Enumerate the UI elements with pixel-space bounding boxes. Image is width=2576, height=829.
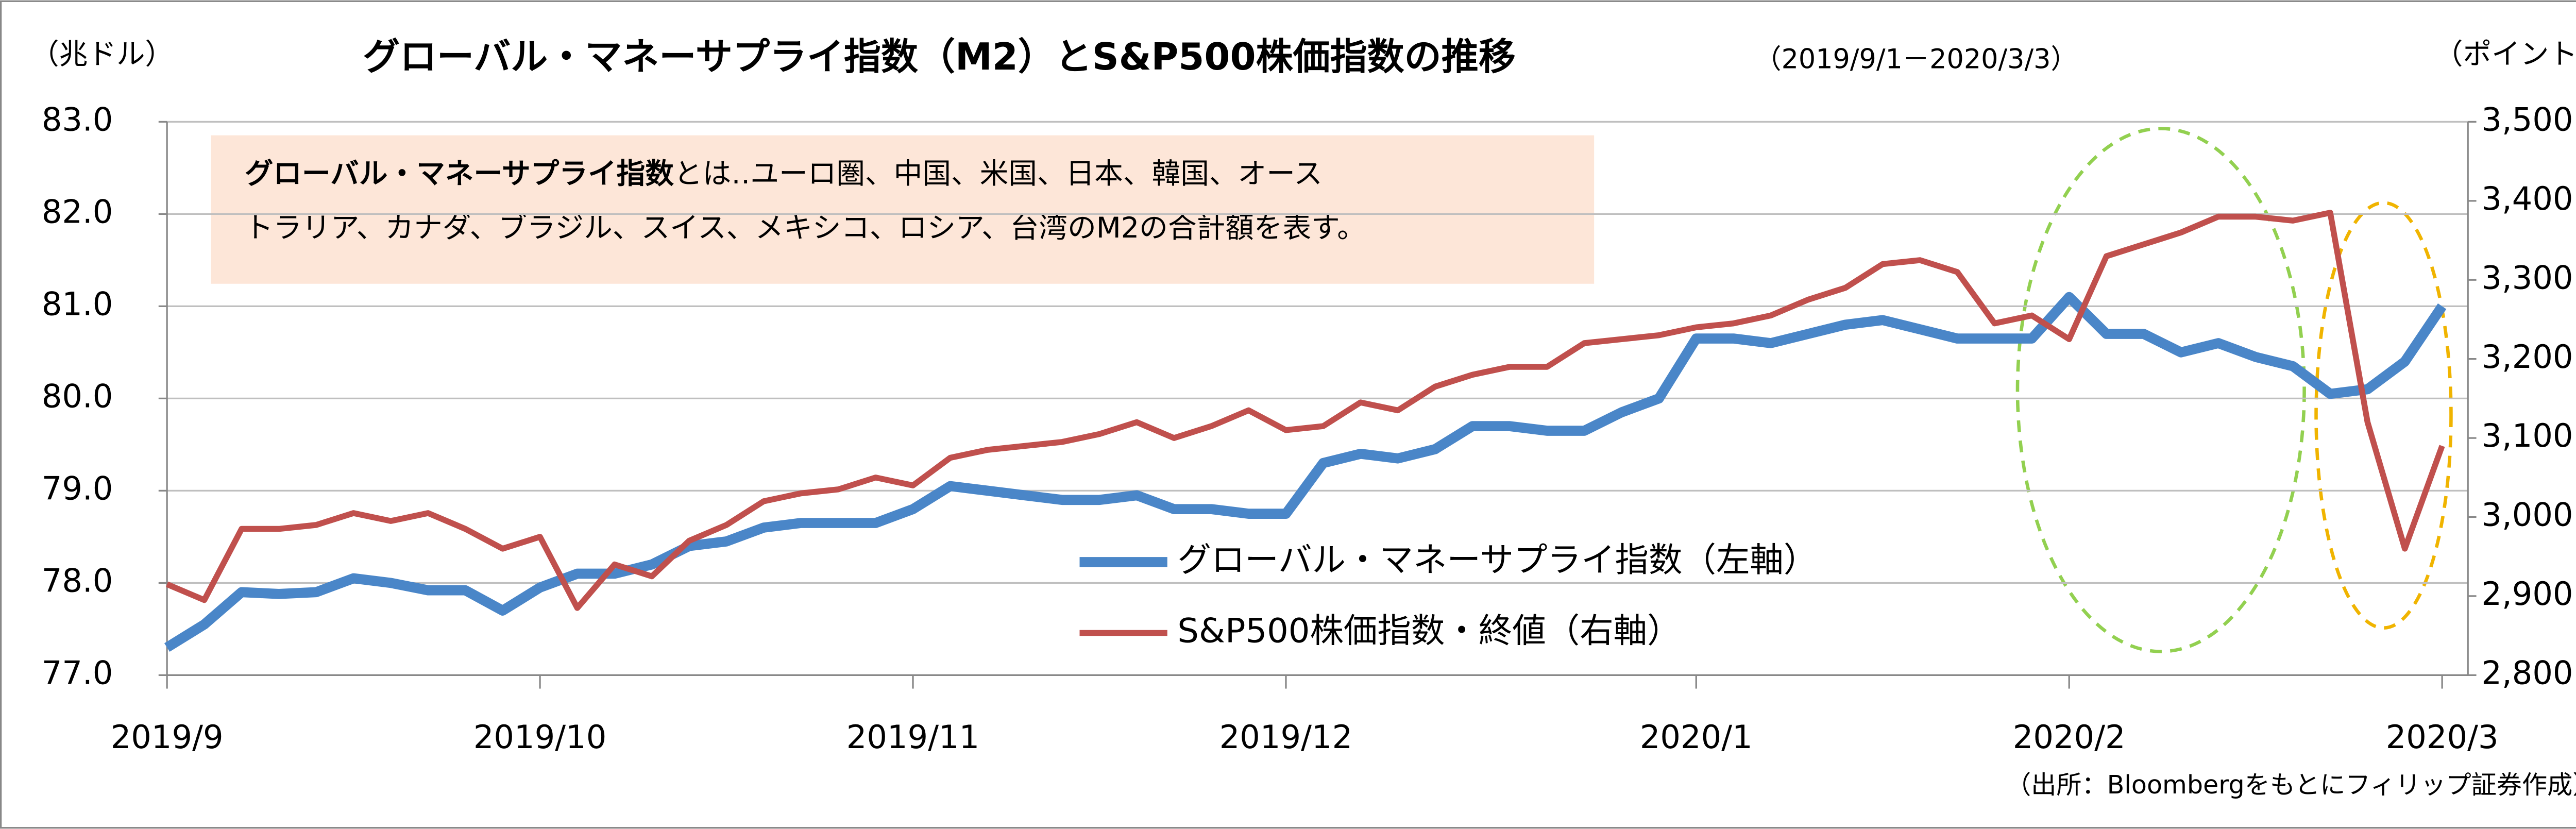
legend-label: グローバル・マネーサプライ指数（左軸） [1177, 540, 1817, 580]
series-line [165, 210, 2445, 611]
highlight-ellipse [2314, 201, 2453, 630]
x-tick-label: 2019/10 [473, 718, 606, 756]
x-tick-label: 2019/9 [111, 718, 224, 756]
x-tick-label: 2019/11 [846, 718, 979, 756]
x-tick-label: 2019/12 [1219, 718, 1352, 756]
chart-title: グローバル・マネーサプライ指数（M2）とS&P500株価指数の推移 [363, 35, 1516, 78]
y-tick-label: 83.0 [42, 100, 113, 138]
y-tick-label: 79.0 [42, 469, 113, 507]
annotation-bold: グローバル・マネーサプライ指数 [245, 157, 674, 191]
source-note: （出所：Bloombergをもとにフィリップ証券作成） [2006, 770, 2576, 800]
x-tick-label: 2020/3 [2386, 718, 2499, 756]
y2-axis-unit: （ポイント） [2434, 38, 2576, 71]
x-tick-label: 2020/2 [2013, 718, 2126, 756]
annotation: グローバル・マネーサプライ指数とは‥ユーロ圏、中国、米国、日本、韓国、オース [245, 157, 1323, 191]
annotation-text: とは‥ユーロ圏、中国、米国、日本、韓国、オース [674, 157, 1323, 191]
y2-tick-label: 3,000 [2481, 496, 2573, 534]
series-line [164, 292, 2447, 652]
annotation-text: トラリア、カナダ、ブラジル、スイス、メキシコ、ロシア、台湾のM2の合計額を表す。 [245, 211, 1366, 245]
y-axis-unit: （兆ドル） [30, 38, 174, 71]
y-tick-label: 77.0 [42, 654, 113, 691]
y2-tick-label: 3,200 [2481, 338, 2573, 376]
y2-tick-label: 3,300 [2481, 259, 2573, 296]
highlight-ellipse [2015, 127, 2306, 653]
y-tick-label: 81.0 [42, 285, 113, 323]
y2-tick-label: 3,100 [2481, 417, 2573, 454]
y-tick-label: 82.0 [42, 193, 113, 230]
x-tick-label: 2020/1 [1640, 718, 1753, 756]
y2-tick-label: 2,800 [2481, 654, 2573, 691]
legend-label: S&P500株価指数・終値（右軸） [1177, 612, 1681, 651]
chart-subtitle: （2019/9/1－2020/3/3） [1754, 44, 2078, 75]
y2-tick-label: 3,500 [2481, 100, 2573, 138]
y2-tick-label: 3,400 [2481, 180, 2573, 217]
y2-tick-label: 2,900 [2481, 575, 2573, 613]
y-tick-label: 80.0 [42, 377, 113, 415]
annotation-box [211, 135, 1595, 284]
y-tick-label: 78.0 [42, 562, 113, 599]
